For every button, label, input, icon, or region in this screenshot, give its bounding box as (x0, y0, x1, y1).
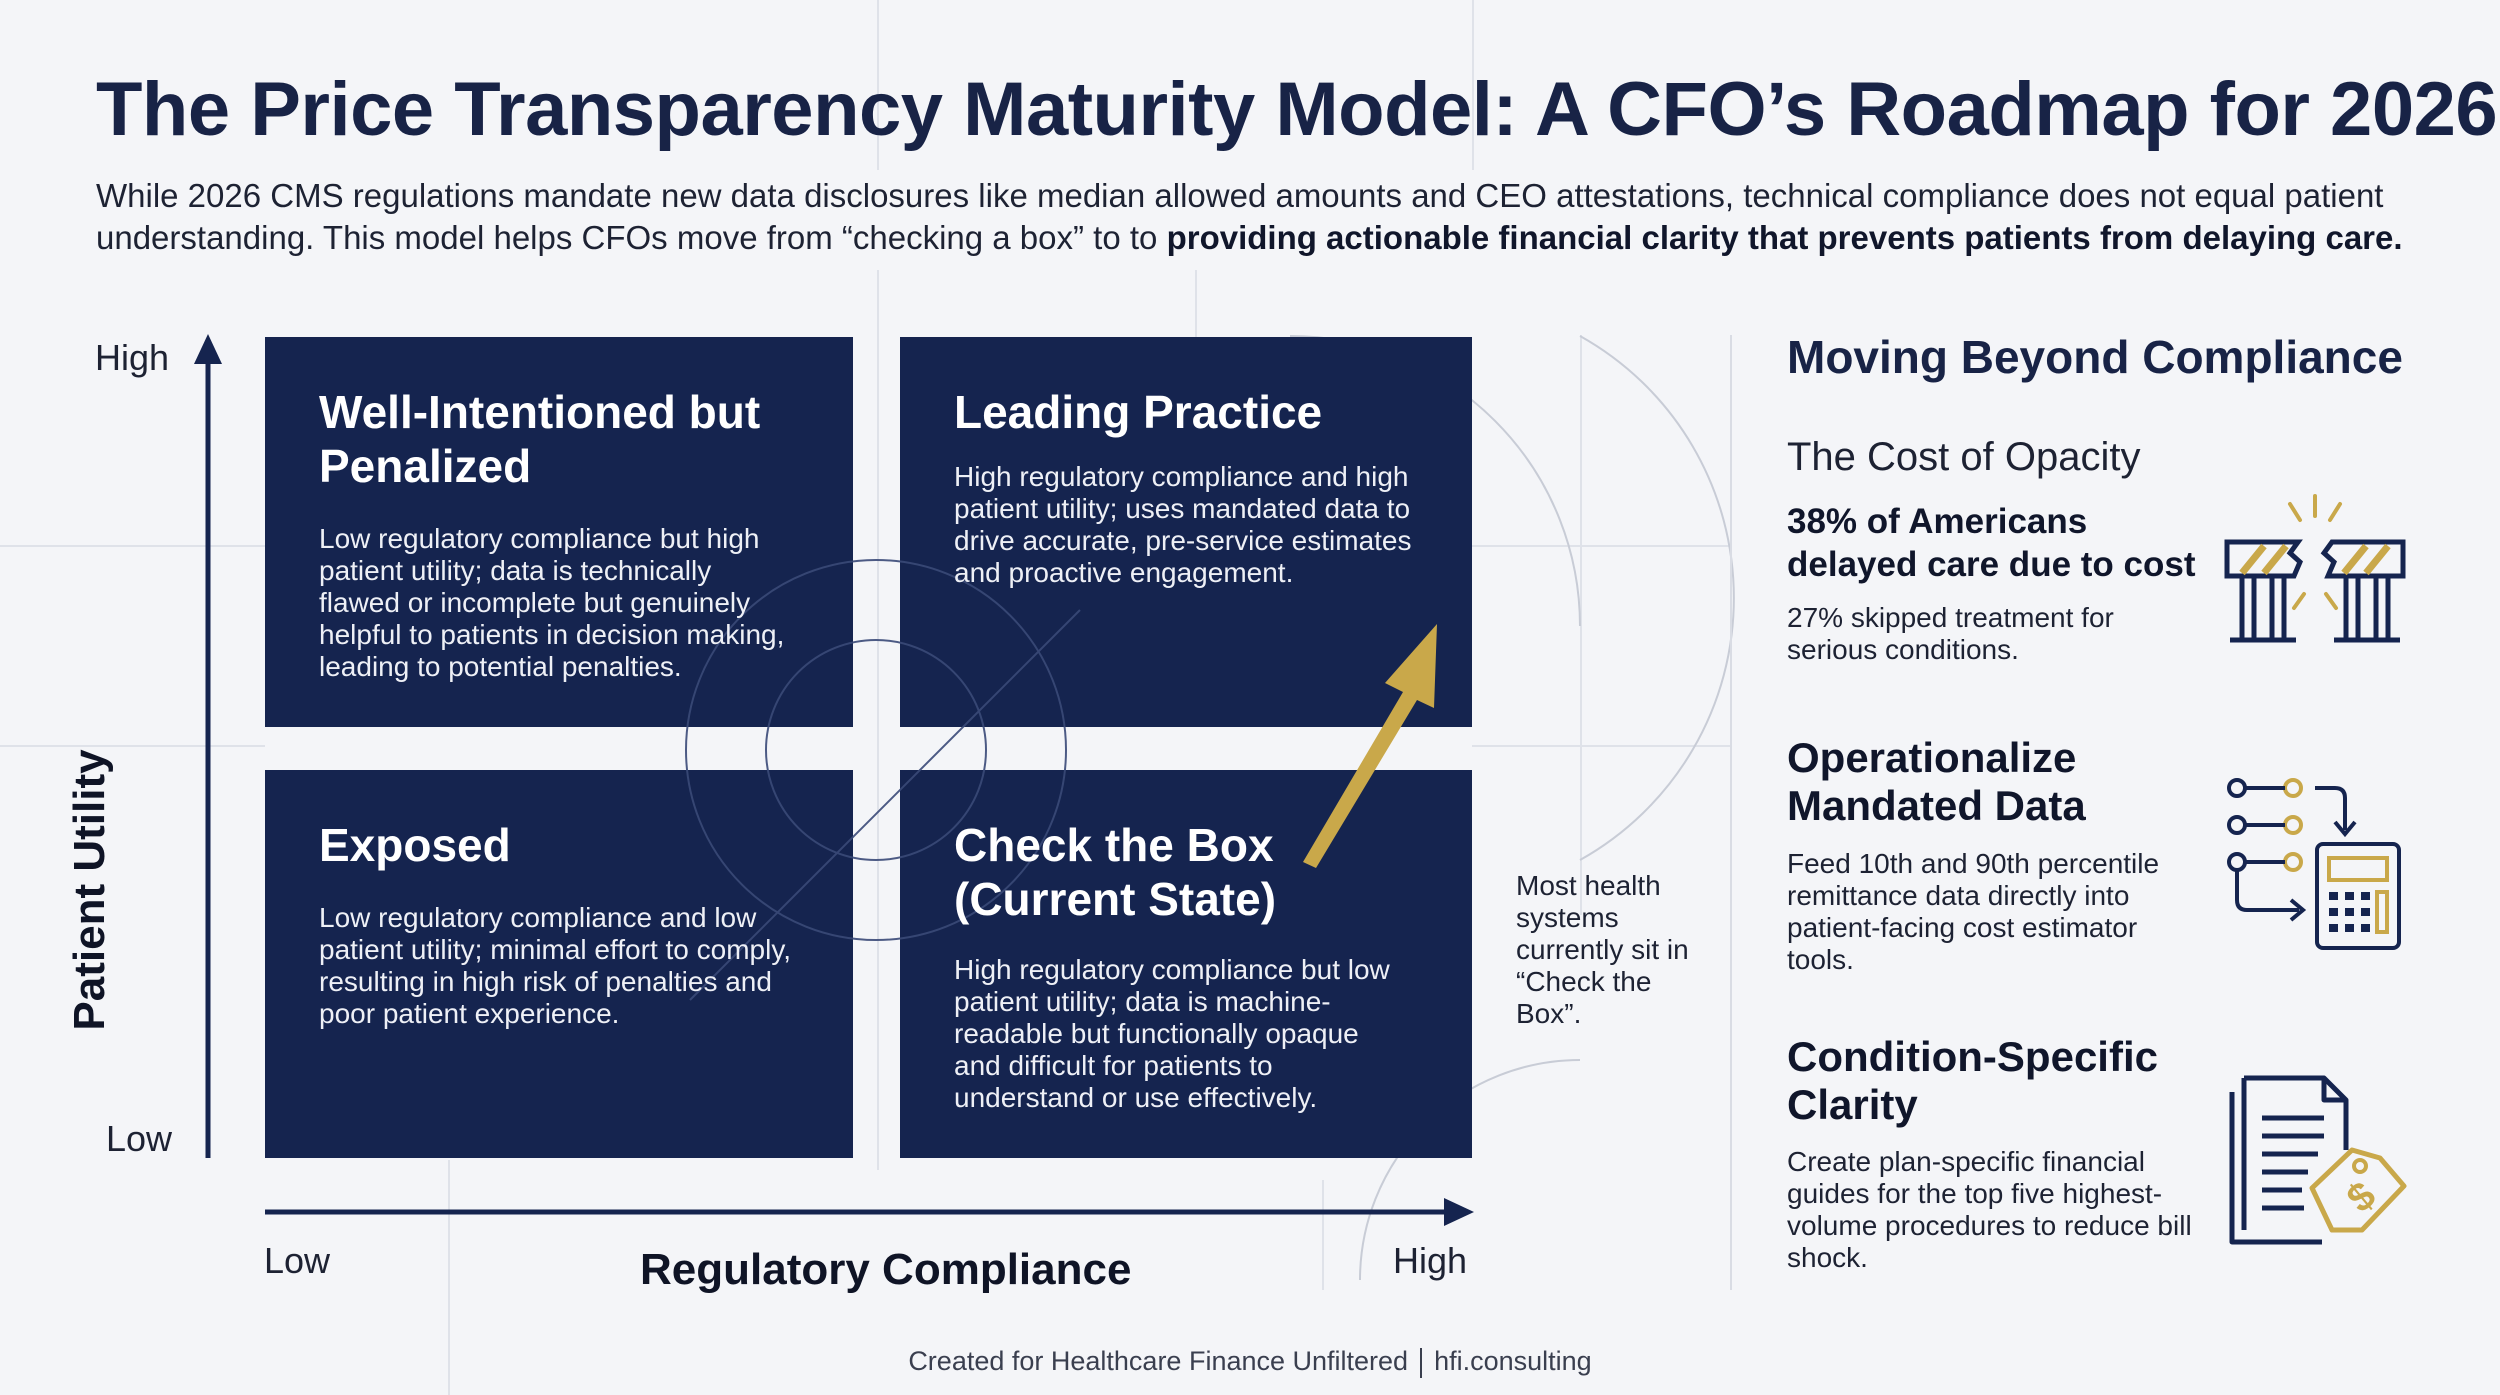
gold-arrow (1303, 624, 1437, 868)
grid-line (877, 0, 879, 170)
quadrant-title: Check the Box (Current State) (954, 819, 1277, 925)
quadrant-title: Well-Intentioned but Penalized (319, 386, 761, 492)
grid-line (1322, 1180, 1324, 1290)
page-title: The Price Transparency Maturity Model: A… (96, 67, 2498, 152)
operationalize-title: Operationalize Mandated Data (1787, 734, 2086, 829)
quadrant-description: Low regulatory compliance but high patie… (319, 523, 785, 682)
clarity-title: Condition-Specific Clarity (1787, 1033, 2158, 1128)
grid-line (1195, 270, 1197, 340)
y-axis-arrow (194, 334, 222, 1158)
clarity-desc: Create plan-specific financial guides fo… (1787, 1146, 2192, 1273)
grid-line (1580, 335, 1582, 915)
y-axis-low-label: Low (106, 1118, 173, 1159)
quadrant-description: Low regulatory compliance and low patien… (319, 902, 792, 1029)
footer-credit: Created for Healthcare Finance Unfiltere… (908, 1346, 1409, 1376)
quadrant-description: High regulatory compliance but low patie… (954, 954, 1390, 1113)
quadrant-leading-practice: Leading Practice High regulatory complia… (900, 337, 1472, 727)
y-axis-high-label: High (95, 337, 170, 378)
document-price-tag-icon: $ (2229, 1075, 2407, 1245)
intro-paragraph: While 2026 CMS regulations mandate new d… (96, 175, 2426, 259)
footer: Created for Healthcare Finance Unfiltere… (0, 1346, 2500, 1378)
quadrant-title: Leading Practice (954, 386, 1323, 438)
grid-line (0, 745, 265, 747)
broken-barrier-icon (2224, 494, 2406, 643)
column-divider (1730, 335, 1732, 1290)
footer-separator (1420, 1347, 1423, 1378)
cost-detail: 27% skipped treatment for serious condit… (1787, 602, 2114, 665)
intro-emphasis: providing actionable financial clarity t… (1166, 219, 2403, 256)
grid-line (0, 545, 265, 547)
current-state-note: Most health systems currently sit in “Ch… (1516, 870, 1689, 1029)
grid-line (1472, 0, 1474, 170)
quadrant-title: Exposed (319, 819, 511, 871)
footer-website: hfi.consulting (1434, 1346, 1592, 1376)
quadrant-exposed: Exposed Low regulatory compliance and lo… (265, 770, 853, 1158)
x-axis-low-label: Low (264, 1240, 331, 1281)
intro-text: While 2026 CMS regulations mandate new d… (96, 177, 2384, 256)
cost-subtitle: The Cost of Opacity (1787, 435, 2141, 479)
x-axis-high-label: High (1393, 1240, 1468, 1281)
grid-line (1472, 745, 1730, 747)
grid-line (448, 1160, 450, 1395)
grid-line (877, 270, 879, 1170)
quadrant-well-intentioned: Well-Intentioned but Penalized Low regul… (265, 337, 853, 727)
cost-stat: 38% of Americans delayed care due to cos… (1787, 502, 2196, 584)
quadrant-check-the-box: Check the Box (Current State) High regul… (900, 770, 1472, 1158)
quadrant-description: High regulatory compliance and high pati… (954, 461, 1412, 588)
side-heading: Moving Beyond Compliance (1787, 331, 2403, 383)
data-to-calculator-icon (2227, 778, 2401, 950)
operationalize-desc: Feed 10th and 90th percentile remittance… (1787, 848, 2160, 975)
grid-line (1472, 545, 1730, 547)
x-axis-label: Regulatory Compliance (640, 1245, 1132, 1294)
x-axis-arrow (265, 1198, 1474, 1226)
